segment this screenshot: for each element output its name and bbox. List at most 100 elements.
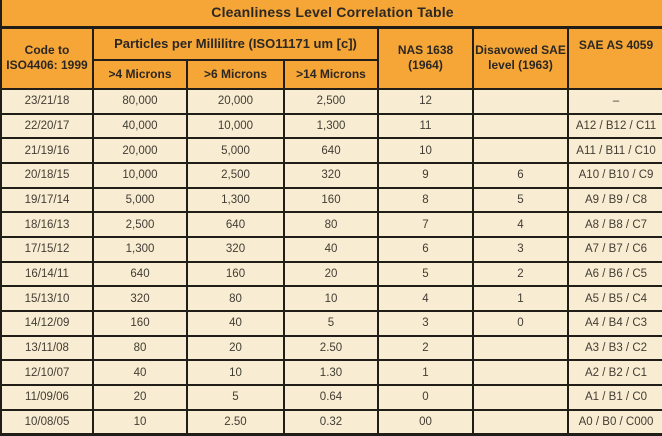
cell-p14: 2,500 (283, 88, 379, 115)
cell-p4: 40,000 (92, 112, 188, 140)
table-row: 13/11/08 80 20 2.50 2 A3 / B3 / C2 (0, 334, 662, 362)
cell-p4: 40 (92, 359, 188, 387)
cell-p6: 640 (186, 211, 285, 239)
cell-code: 10/08/05 (0, 408, 94, 436)
cell-nas: 12 (377, 88, 474, 115)
cell-p6: 320 (186, 236, 285, 263)
cell-sae4059: A2 / B2 / C1 (566, 359, 662, 387)
cell-p14: 160 (283, 186, 379, 214)
cell-code: 16/14/11 (0, 260, 94, 288)
table-row: 14/12/09 160 40 5 3 0 A4 / B4 / C3 (0, 310, 662, 337)
table-row: 11/09/06 20 5 0.64 0 A1 / B1 / C0 (0, 384, 662, 411)
header-row-sub: >4 Microns >6 Microns >14 Microns (1, 59, 662, 90)
cell-p6: 20,000 (186, 88, 285, 115)
table-row: 22/20/17 40,000 10,000 1,300 11 A12 / B12 / C… (0, 112, 662, 140)
table-row: 15/13/10 320 80 10 4 1 A5 / B5 / C4 (0, 285, 662, 313)
cell-nas: 5 (377, 260, 474, 288)
cell-p14: 20 (283, 260, 379, 288)
table-body: 23/21/18 80,000 20,000 2,500 12–22/20/17 40,0… (0, 88, 662, 436)
cell-p6: 5 (186, 384, 285, 411)
table-row: 10/08/05 10 2.50 0.32 00 A0 / B0 / C000 (0, 408, 662, 436)
cell-sae4059: A11 / B11 / C10 (566, 137, 662, 165)
cell-p6: 2,500 (186, 162, 285, 189)
cell-sae4059: A5 / B5 / C4 (566, 285, 662, 313)
col-header-gt6-microns: >6 Microns (186, 59, 285, 90)
cell-p4: 2,500 (92, 211, 188, 239)
cell-p14: 1.30 (283, 359, 379, 387)
title-row: Cleanliness Level Correlation Table (0, 0, 662, 29)
cell-sae4059: – (566, 88, 662, 115)
table-row: 17/15/12 1,300 320 40 6 3 A7 / B7 / C6 (0, 236, 662, 263)
cell-p14: 40 (283, 236, 379, 263)
cell-nas: 7 (377, 211, 474, 239)
cell-sae_level: 3 (472, 236, 569, 263)
table-row: 19/17/14 5,000 1,300 160 8 5 A9 / B9 / C8 (0, 186, 662, 214)
col-header-particles-group: Particles per Millilitre (ISO11171 um [c… (92, 26, 379, 61)
cell-nas: 6 (377, 236, 474, 263)
col-header-gt14-microns: >14 Microns (283, 59, 378, 90)
cell-sae_level (472, 112, 569, 140)
cell-p14: 640 (283, 137, 379, 165)
cell-p6: 40 (186, 310, 285, 337)
cell-sae4059: A12 / B12 / C11 (566, 112, 662, 140)
col-header-gt4-microns: >4 Microns (92, 59, 188, 90)
cell-code: 18/16/13 (0, 211, 94, 239)
col-header-nas-1638: NAS 1638 (1964) (377, 26, 474, 90)
table-title: Cleanliness Level Correlation Table (0, 0, 662, 29)
cell-nas: 10 (377, 137, 474, 165)
cell-nas: 0 (377, 384, 474, 411)
cell-p14: 5 (283, 310, 379, 337)
cell-p6: 2.50 (186, 408, 285, 436)
cell-code: 21/19/16 (0, 137, 94, 165)
table-row: 12/10/07 40 10 1.30 1 A2 / B2 / C1 (0, 359, 662, 387)
cell-p6: 5,000 (186, 137, 285, 165)
cell-nas: 00 (377, 408, 474, 436)
cell-p6: 20 (186, 334, 285, 362)
cell-sae_level: 5 (472, 186, 569, 214)
cell-sae_level (472, 88, 569, 115)
cell-sae_level (472, 359, 569, 387)
col-header-sae-level: Disavowed SAE level (1963) (472, 26, 569, 90)
cell-code: 12/10/07 (0, 359, 94, 387)
cell-code: 14/12/09 (0, 310, 94, 337)
cell-sae4059: A9 / B9 / C8 (566, 186, 662, 214)
table-row: 23/21/18 80,000 20,000 2,500 12 – (0, 88, 662, 115)
cell-nas: 2 (377, 334, 474, 362)
cell-p6: 80 (186, 285, 285, 313)
cell-p4: 10,000 (92, 162, 188, 189)
cell-code: 11/09/06 (0, 384, 94, 411)
cell-sae4059: A1 / B1 / C0 (566, 384, 662, 411)
cell-p4: 320 (92, 285, 188, 313)
cell-nas: 1 (377, 359, 474, 387)
cell-p6: 10 (186, 359, 285, 387)
cell-sae_level (472, 384, 569, 411)
cell-sae_level: 2 (472, 260, 569, 288)
cell-sae4059: A4 / B4 / C3 (566, 310, 662, 337)
cell-p4: 80,000 (92, 88, 188, 115)
cell-sae_level (472, 408, 569, 436)
table-row: 20/18/15 10,000 2,500 320 9 6 A10 / B10 / C9 (0, 162, 662, 189)
cell-sae4059: A0 / B0 / C000 (566, 408, 662, 436)
cell-code: 17/15/12 (0, 236, 94, 263)
cell-p4: 80 (92, 334, 188, 362)
cell-code: 22/20/17 (0, 112, 94, 140)
cell-p4: 20 (92, 384, 188, 411)
cell-nas: 3 (377, 310, 474, 337)
table-row: 21/19/16 20,000 5,000 640 10 A11 / B11 / C10 (0, 137, 662, 165)
cell-p14: 80 (283, 211, 379, 239)
cell-nas: 8 (377, 186, 474, 214)
col-header-sae-as-4059: SAE AS 4059 (566, 26, 662, 90)
cell-sae4059: A6 / B6 / C5 (566, 260, 662, 288)
cell-p14: 2.50 (283, 334, 379, 362)
cell-p4: 10 (92, 408, 188, 436)
cell-code: 19/17/14 (0, 186, 94, 214)
table-row: 16/14/11 640 160 20 5 2 A6 / B6 / C5 (0, 260, 662, 288)
cell-p4: 160 (92, 310, 188, 337)
cell-p14: 1,300 (283, 112, 379, 140)
cell-sae4059: A10 / B10 / C9 (566, 162, 662, 189)
cell-code: 15/13/10 (0, 285, 94, 313)
cell-sae4059: A8 / B8 / C7 (566, 211, 662, 239)
cell-p14: 0.32 (283, 408, 379, 436)
